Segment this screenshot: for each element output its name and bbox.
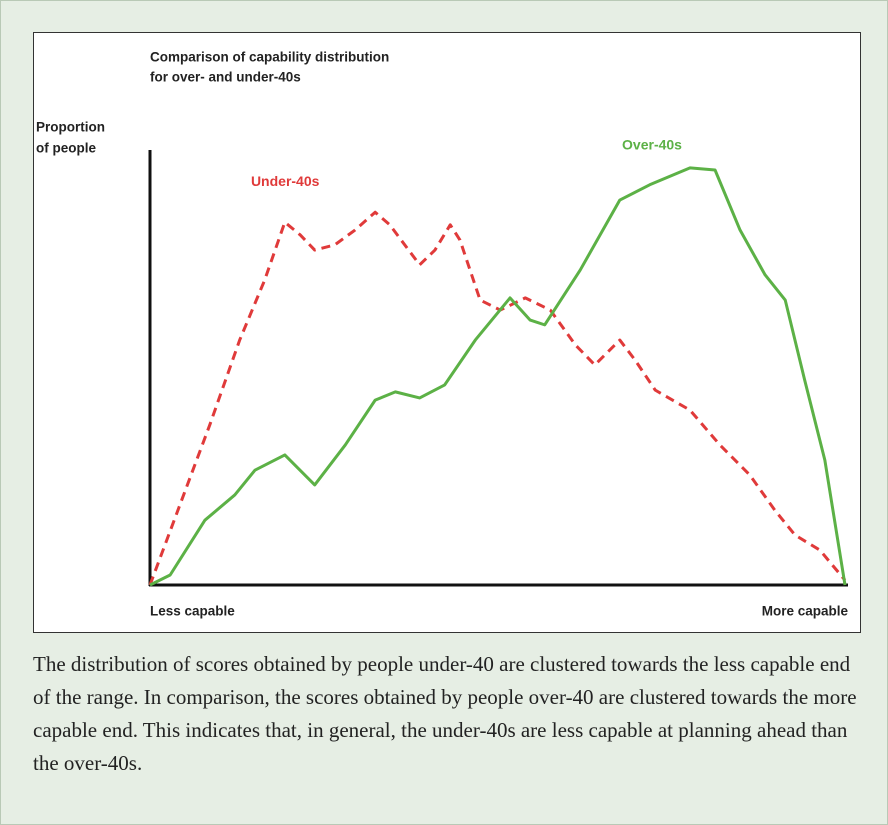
x-axis-label: More capable bbox=[762, 604, 849, 619]
chart: Comparison of capability distribution fo… bbox=[33, 32, 861, 633]
caption: The distribution of scores obtained by p… bbox=[33, 652, 857, 775]
series-label: Over-40s bbox=[622, 137, 682, 153]
chart-title: for over- and under-40s bbox=[150, 70, 301, 85]
y-axis-label: Proportion bbox=[36, 120, 105, 135]
series-label: Under-40s bbox=[251, 173, 320, 189]
line bbox=[149, 166, 847, 587]
x-axis-label: Less capable bbox=[150, 604, 235, 619]
y-axis-label: of people bbox=[36, 141, 96, 156]
chart-title: Comparison of capability distribution bbox=[150, 50, 389, 65]
line bbox=[148, 210, 847, 586]
chart-box bbox=[33, 32, 861, 633]
